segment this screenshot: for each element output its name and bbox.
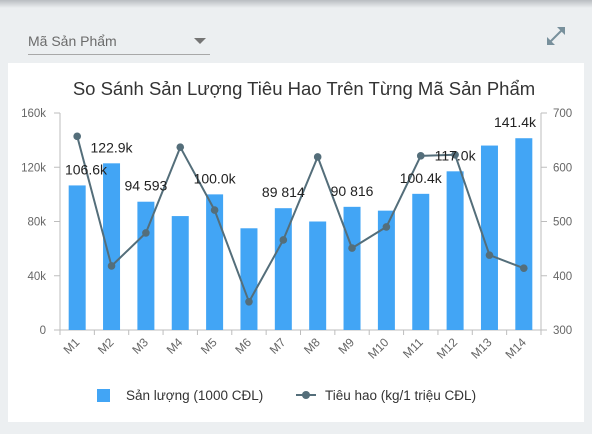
x-axis-label-m5: M5 (198, 335, 220, 357)
bar-m9 (343, 206, 361, 330)
top-border (0, 0, 592, 8)
line-point-m8 (313, 153, 322, 161)
line-point-m11 (416, 152, 425, 160)
bar-series (68, 138, 533, 330)
left-axis-tick-label: 120k (21, 162, 46, 174)
bar-m7 (274, 208, 292, 330)
bar-m10 (377, 210, 395, 330)
data-label-m3: 94 593 (124, 178, 167, 194)
bar-m1 (68, 185, 86, 330)
line-point-m5 (210, 206, 219, 214)
bar-m4 (171, 216, 189, 330)
chart-title: So Sánh Sản Lượng Tiêu Hao Trên Từng Mã … (73, 78, 535, 99)
line-point-m10 (382, 223, 391, 231)
x-axis-label-m6: M6 (232, 335, 254, 357)
bar-m6 (240, 228, 258, 330)
line-point-m1 (73, 132, 81, 141)
legend-swatch-point (302, 391, 310, 399)
bar-m5 (206, 194, 224, 330)
x-axis-label-m1: M1 (61, 335, 83, 357)
caret-down-icon (194, 38, 206, 44)
x-axis-label-m8: M8 (301, 335, 323, 357)
right-axis-tick-label: 700 (553, 108, 572, 120)
line-point-m12 (451, 150, 459, 159)
bar-m13 (480, 145, 498, 330)
left-axis-tick-label: 40k (27, 271, 46, 283)
left-axis-tick-label: 0 (40, 325, 46, 337)
bar-m8 (309, 221, 327, 330)
line-point-m6 (245, 297, 253, 306)
x-axis-label-m3: M3 (129, 335, 151, 357)
data-label-m11: 100.4k (400, 170, 443, 186)
line-point-m2 (107, 262, 116, 270)
bar-m11 (412, 193, 430, 330)
x-axis-label-m7: M7 (267, 335, 289, 357)
bar-m14 (515, 138, 533, 330)
bar-m2 (103, 163, 121, 330)
left-axis-tick-label: 80k (27, 217, 46, 229)
line-point-m4 (176, 143, 185, 151)
dropdown-label: Mã Sản Phẩm (28, 33, 117, 49)
x-axis-label-m2: M2 (95, 335, 117, 357)
chart-panel: So Sánh Sản Lượng Tiêu Hao Trên Từng Mã … (8, 63, 584, 422)
legend-swatch-bar (97, 389, 110, 402)
right-axis-tick-label: 600 (553, 162, 572, 174)
data-label-m14: 141.4k (494, 114, 537, 130)
x-axis-label-m9: M9 (335, 335, 357, 357)
line-point-m14 (520, 264, 528, 272)
line-series (73, 132, 528, 306)
x-axis-label-m12: M12 (434, 335, 461, 362)
legend-item-production[interactable]: Sản lượng (1000 CĐL) (97, 388, 263, 403)
x-axis-label-m14: M14 (503, 335, 530, 362)
left-axis-tick-label: 160k (21, 108, 46, 120)
x-axis-label-m4: M4 (164, 335, 186, 357)
line-point-m9 (348, 244, 356, 252)
product-code-dropdown[interactable]: Mã Sản Phẩm (28, 28, 210, 55)
right-axis-tick-label: 400 (553, 271, 572, 283)
data-label-m9: 90 816 (331, 183, 374, 199)
right-axis-tick-label: 300 (553, 325, 572, 337)
data-label-m2: 122.9k (91, 139, 134, 155)
expand-button[interactable] (544, 24, 568, 48)
x-axis-label-m11: M11 (400, 335, 426, 361)
data-label-m7: 89 814 (262, 184, 305, 200)
legend-label-consumption: Tiêu hao (kg/1 triệu CĐL) (325, 388, 476, 403)
line-point-m13 (485, 251, 494, 259)
line-point-m3 (142, 229, 150, 237)
combo-chart: So Sánh Sản Lượng Tiêu Hao Trên Từng Mã … (21, 78, 572, 403)
bar-m3 (137, 201, 155, 330)
data-label-m5: 100.0k (194, 170, 237, 186)
legend: Sản lượng (1000 CĐL) Tiêu hao (kg/1 triệ… (97, 388, 476, 403)
x-axis-label-m10: M10 (365, 335, 392, 362)
consumption-line (76, 136, 525, 303)
legend-item-consumption[interactable]: Tiêu hao (kg/1 triệu CĐL) (296, 388, 476, 403)
bar-m12 (446, 171, 464, 330)
data-label-m12: 117.0k (435, 147, 477, 163)
right-axis-tick-label: 500 (553, 217, 572, 229)
x-axis-label-m13: M13 (468, 335, 495, 362)
line-point-m7 (279, 236, 288, 244)
legend-label-production: Sản lượng (1000 CĐL) (126, 388, 263, 403)
data-label-m1: 106.6k (65, 161, 108, 177)
data-labels: 106.6k 122.9k 94 593 100.0k 89 814 90 816 100.… (65, 114, 537, 200)
expand-icon (547, 27, 565, 45)
